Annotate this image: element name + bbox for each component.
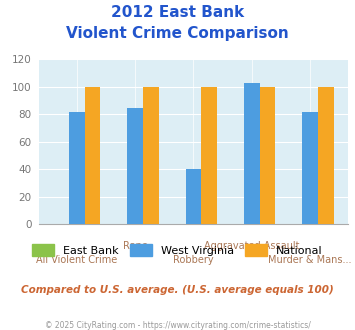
Legend: East Bank, West Virginia, National: East Bank, West Virginia, National (28, 240, 327, 260)
Bar (244, 83, 260, 224)
Bar (127, 108, 143, 224)
Text: © 2025 CityRating.com - https://www.cityrating.com/crime-statistics/: © 2025 CityRating.com - https://www.city… (45, 321, 310, 330)
Text: Compared to U.S. average. (U.S. average equals 100): Compared to U.S. average. (U.S. average … (21, 285, 334, 295)
Text: Violent Crime Comparison: Violent Crime Comparison (66, 26, 289, 41)
Bar (201, 87, 217, 224)
Bar (143, 87, 159, 224)
Text: Aggravated Assault: Aggravated Assault (204, 241, 300, 251)
Bar (69, 112, 84, 224)
Text: Robbery: Robbery (173, 255, 214, 265)
Bar (84, 87, 100, 224)
Text: Murder & Mans...: Murder & Mans... (268, 255, 352, 265)
Bar (186, 169, 201, 224)
Bar (302, 112, 318, 224)
Bar (318, 87, 334, 224)
Bar (260, 87, 275, 224)
Text: All Violent Crime: All Violent Crime (36, 255, 118, 265)
Text: Rape: Rape (123, 241, 148, 251)
Text: 2012 East Bank: 2012 East Bank (111, 5, 244, 20)
